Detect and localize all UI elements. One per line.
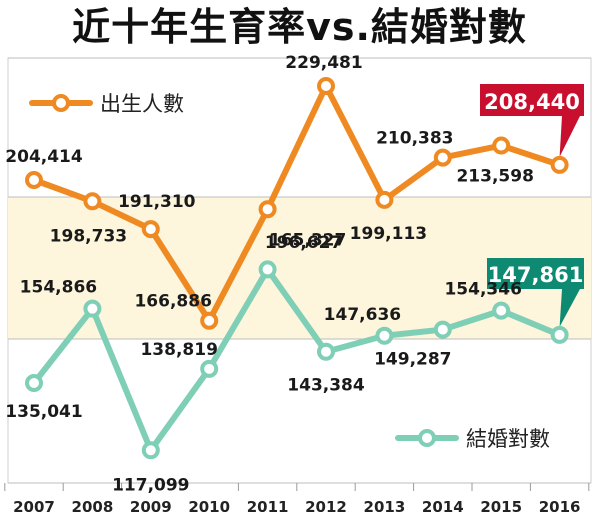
marriages-data-label: 143,384 [287, 376, 365, 396]
births-point [141, 220, 160, 239]
marriages-data-label: 154,346 [444, 280, 521, 300]
marriages-data-label: 147,636 [324, 305, 401, 325]
births-data-label: 229,481 [285, 53, 362, 73]
births-callout: 208,440 [480, 84, 584, 157]
x-tick-label: 2016 [539, 498, 581, 516]
x-tick-label: 2012 [305, 498, 347, 516]
legend-marriages-label: 結婚對數 [466, 427, 550, 451]
marriages-data-label: 154,866 [20, 278, 97, 298]
x-tick-label: 2011 [247, 498, 289, 516]
births-point [492, 136, 511, 155]
legend-births: 出生人數 [29, 92, 184, 116]
marriages-callout: 147,861 [487, 258, 584, 327]
marriages-callout-box [487, 258, 584, 289]
marriages-data-label: 138,819 [140, 340, 217, 360]
x-tick-label: 2010 [188, 498, 230, 516]
births-callout-pointer [559, 116, 580, 157]
legend-births-marker [52, 94, 70, 112]
x-tick-label: 2007 [13, 498, 55, 516]
births-point [200, 311, 219, 330]
births-data-label: 196,627 [265, 233, 342, 253]
marriages-data-label: 135,041 [5, 402, 82, 422]
births-point [258, 200, 277, 219]
legend-marriages-marker [418, 429, 436, 447]
marriages-point [258, 260, 277, 279]
marriages-callout-pointer [559, 289, 580, 327]
marriages-point [375, 326, 394, 345]
x-tick-label: 2009 [130, 498, 172, 516]
marriages-point [550, 325, 569, 344]
marriages-point [83, 299, 102, 318]
births-data-label: 166,886 [134, 292, 211, 312]
births-callout-box [480, 84, 584, 116]
births-point [83, 192, 102, 211]
x-tick-label: 2008 [72, 498, 114, 516]
births-point [550, 155, 569, 174]
births-data-label: 210,383 [376, 129, 453, 149]
marriages-point [141, 441, 160, 460]
legend-births-label: 出生人數 [100, 92, 184, 116]
marriages-point [25, 374, 43, 392]
births-point [433, 148, 452, 167]
births-point [317, 76, 335, 95]
marriages-line [31, 266, 563, 454]
births-data-label: 199,113 [350, 224, 427, 244]
marriages-data-label: 149,287 [374, 350, 451, 370]
births-data-label: 213,598 [456, 167, 533, 187]
x-tick-label: 2015 [480, 498, 522, 516]
births-point [25, 171, 43, 189]
births-line [31, 82, 563, 324]
births-data-label: 204,414 [5, 147, 83, 167]
chart-title: 近十年生育率vs.結婚對數 [72, 5, 527, 49]
marriages-point [200, 359, 219, 378]
births-callout-text: 208,440 [484, 90, 580, 114]
births-point [375, 190, 394, 209]
marriages-data-label: 117,099 [112, 475, 189, 495]
marriages-point [492, 301, 511, 320]
marriages-point [433, 320, 452, 339]
births-data-label: 191,310 [118, 192, 196, 212]
x-tick-label: 2013 [364, 498, 406, 516]
legend-marriages: 結婚對數 [395, 427, 550, 451]
x-tick-label: 2014 [422, 498, 464, 516]
marriages-data-label: 165,327 [269, 230, 346, 250]
marriages-point [317, 342, 335, 361]
births-data-label: 198,733 [50, 226, 127, 246]
marriages-callout-text: 147,861 [488, 263, 584, 287]
